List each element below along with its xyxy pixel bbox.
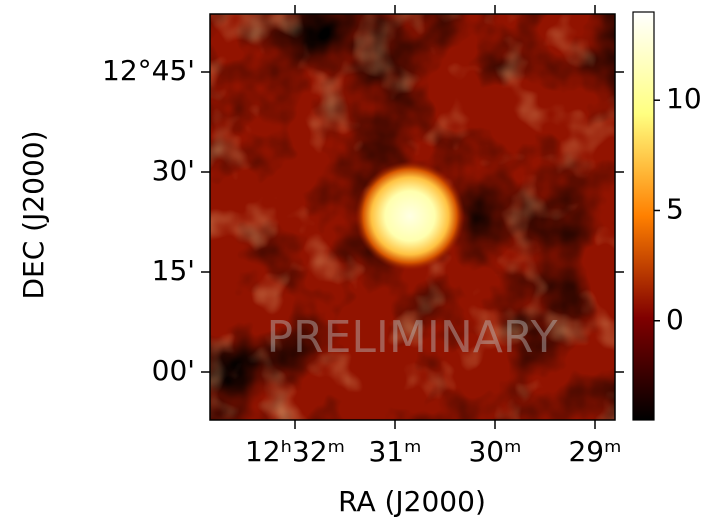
y-axis-label: DEC (J2000) xyxy=(17,130,50,299)
colorbar xyxy=(633,12,654,420)
x-axis-label: RA (J2000) xyxy=(338,485,486,518)
x-tick-label: 30ᵐ xyxy=(468,435,521,468)
x-tick-label: 31ᵐ xyxy=(368,435,421,468)
y-tick-label: 00' xyxy=(152,354,195,387)
y-tick-label: 12°45' xyxy=(102,54,195,87)
colorbar-tick-label: 5 xyxy=(666,192,684,225)
map xyxy=(210,14,615,420)
frame xyxy=(209,13,616,421)
y-tick-label: 15' xyxy=(152,254,195,287)
colorbar-tick-label: 0 xyxy=(666,303,684,336)
x-tick-label: 29ᵐ xyxy=(568,435,621,468)
source xyxy=(355,161,465,271)
colorbar-frame xyxy=(632,11,655,421)
x-tick-label: 12ʰ32ᵐ xyxy=(245,435,345,468)
watermark: PRELIMINARY xyxy=(267,312,558,363)
colorbar-tick-label: 10 xyxy=(666,82,702,115)
y-tick-label: 30' xyxy=(152,154,195,187)
